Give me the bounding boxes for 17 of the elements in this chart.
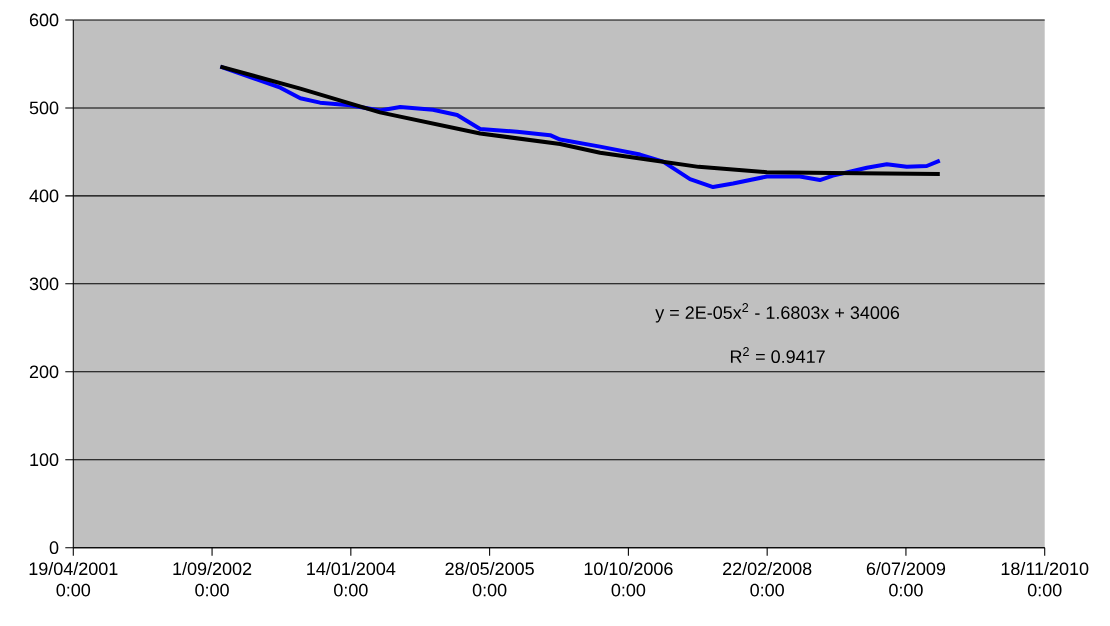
y-tick-label: 300	[29, 277, 59, 291]
y-tick-label: 400	[29, 189, 59, 203]
x-tick-label: 19/04/2001 0:00	[29, 561, 118, 597]
y-tick-label: 100	[30, 453, 59, 466]
x-tick-label: 6/07/2009 0:00	[866, 561, 946, 597]
x-tick-label: 10/10/2006 0:00	[584, 561, 673, 597]
annotation: y = 2E-05x$^{2}$ - 1.6803x + 34006	[655, 302, 900, 323]
x-tick-label: 18/11/2010 0:00	[1001, 561, 1089, 597]
y-tick-label: 200	[29, 365, 59, 378]
y-tick-label: 500	[29, 101, 59, 115]
x-tick-label: 1/09/2002 0:00	[173, 561, 252, 597]
x-tick-label: 14/01/2004 0:00	[307, 561, 396, 597]
annotation: R$^{2}$ = 0.9417	[730, 346, 825, 363]
y-tick-label: 0	[49, 541, 59, 554]
y-tick-label: 600	[29, 13, 59, 27]
x-tick-label: 28/05/2005 0:00	[445, 561, 534, 597]
x-tick-label: 22/02/2008 0:00	[723, 561, 812, 597]
